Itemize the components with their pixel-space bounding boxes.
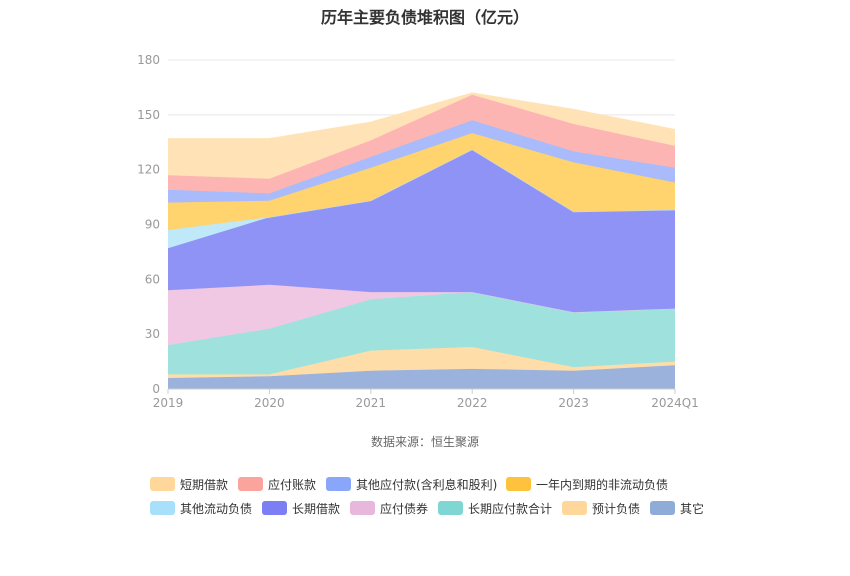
legend-row: 短期借款 应付账款 其他应付款(含利息和股利) 一年内到期的非流动负债 bbox=[0, 474, 850, 494]
legend-item[interactable]: 其它 bbox=[650, 498, 704, 518]
legend-label: 短期借款 bbox=[180, 477, 229, 492]
y-tick-label: 150 bbox=[137, 108, 160, 122]
legend-label: 其他应付款(含利息和股利) bbox=[356, 477, 498, 492]
legend-item[interactable]: 应付账款 bbox=[238, 474, 316, 494]
x-tick-label: 2024Q1 bbox=[651, 396, 699, 410]
legend-row: 其他流动负债 长期借款 应付债券 长期应付款合计 预计负债 其它 bbox=[0, 498, 850, 518]
legend-item[interactable]: 一年内到期的非流动负债 bbox=[506, 474, 668, 494]
legend-item[interactable]: 其他应付款(含利息和股利) bbox=[326, 474, 497, 494]
x-tick-label: 2022 bbox=[457, 396, 488, 410]
y-tick-label: 120 bbox=[137, 163, 160, 177]
series-area bbox=[168, 94, 675, 194]
legend-swatch bbox=[238, 477, 263, 491]
legend-label: 应付账款 bbox=[268, 477, 317, 492]
legend-item[interactable]: 预计负债 bbox=[562, 498, 640, 518]
legend-swatch bbox=[150, 477, 175, 491]
legend-swatch bbox=[262, 501, 287, 515]
legend-swatch bbox=[350, 501, 375, 515]
legend-swatch bbox=[506, 477, 531, 491]
legend-item[interactable]: 其他流动负债 bbox=[150, 498, 252, 518]
y-tick-label: 180 bbox=[137, 53, 160, 67]
plot-area: 0 30 60 90 120 150 180 2019 2020 2021 2022 2023 2024… bbox=[137, 53, 699, 410]
legend-label: 其他流动负债 bbox=[180, 501, 253, 516]
y-tick-label: 60 bbox=[145, 272, 160, 286]
series-area bbox=[168, 292, 675, 375]
series-area bbox=[168, 284, 675, 346]
legend-swatch bbox=[562, 501, 587, 515]
y-tick-label: 0 bbox=[152, 382, 160, 396]
x-tick-label: 2020 bbox=[254, 396, 285, 410]
legend-item[interactable]: 长期借款 bbox=[262, 498, 340, 518]
x-tick-label: 2019 bbox=[153, 396, 184, 410]
x-tick-label: 2021 bbox=[356, 396, 387, 410]
legend-swatch bbox=[650, 501, 675, 515]
legend-label: 其它 bbox=[680, 501, 705, 516]
series-line bbox=[168, 92, 676, 140]
series-area bbox=[168, 365, 675, 389]
y-tick-label: 30 bbox=[145, 327, 160, 341]
series-areas bbox=[167, 92, 676, 389]
legend-swatch bbox=[150, 501, 175, 515]
x-tick-label: 2023 bbox=[558, 396, 589, 410]
y-tick-label: 90 bbox=[145, 218, 160, 232]
axes: 0 30 60 90 120 150 180 2019 2020 2021 2022 2023 2024… bbox=[137, 53, 699, 410]
series-area bbox=[168, 120, 675, 203]
chart-title: 历年主要负债堆积图（亿元） bbox=[320, 8, 529, 27]
series-area bbox=[168, 92, 675, 179]
legend-item[interactable]: 长期应付款合计 bbox=[438, 498, 552, 518]
legend-item[interactable]: 应付债券 bbox=[350, 498, 428, 518]
data-source: 数据来源：恒生聚源 bbox=[370, 435, 479, 449]
legend-swatch bbox=[326, 477, 351, 491]
legend-label: 一年内到期的非流动负债 bbox=[536, 477, 669, 492]
legend-label: 预计负债 bbox=[592, 501, 641, 516]
series-area bbox=[168, 133, 675, 230]
legend-label: 应付债券 bbox=[380, 501, 429, 516]
legend-label: 长期借款 bbox=[292, 501, 341, 516]
legend-item[interactable]: 短期借款 bbox=[150, 474, 228, 494]
series-area bbox=[168, 347, 675, 378]
series-area bbox=[168, 149, 675, 313]
legend-label: 长期应付款合计 bbox=[468, 501, 553, 516]
legend-swatch bbox=[438, 501, 463, 515]
